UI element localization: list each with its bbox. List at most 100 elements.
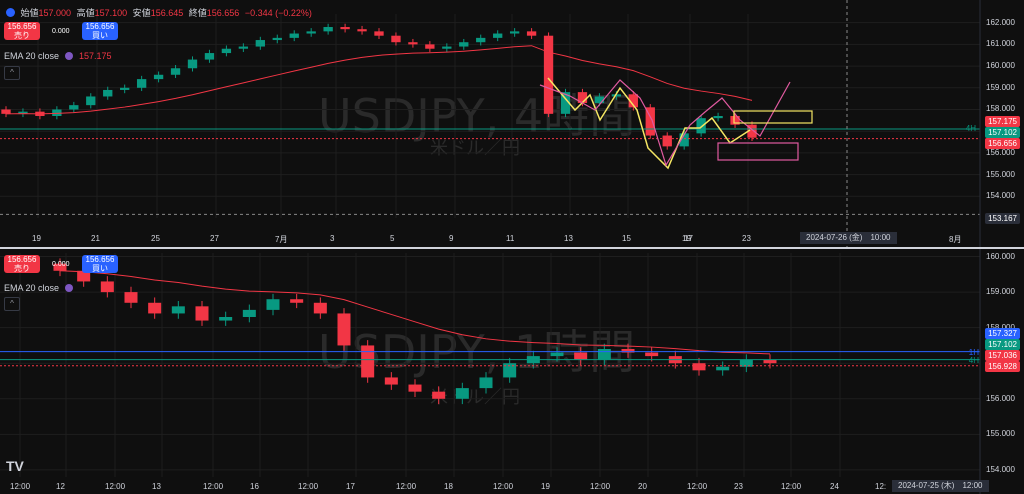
time-axis-label: 17 <box>346 482 355 491</box>
candle <box>408 38 418 48</box>
close-value: 156.656 <box>206 8 240 18</box>
price-axis-label: 160.000 <box>986 61 1015 71</box>
tradingview-logo[interactable]: TV <box>6 458 24 474</box>
sell-button[interactable]: 156.656 売り <box>4 255 40 273</box>
candle <box>550 347 564 362</box>
candle <box>255 36 265 50</box>
chart-pane-1h[interactable]: USDJPY, 1時間 米ドル／円 156.656 売り 0.000 156.65… <box>0 249 1024 494</box>
time-axis-label: 23 <box>742 234 751 243</box>
spread-value: 0.000 <box>52 261 70 268</box>
spread-value: 0.000 <box>52 28 70 35</box>
candle <box>391 32 401 46</box>
sell-button[interactable]: 156.656 売り <box>4 22 40 40</box>
timeframe-label: 4H <box>965 124 976 133</box>
candle <box>763 354 777 369</box>
candle <box>459 38 469 50</box>
candle <box>696 114 706 137</box>
time-axis-label: 12 <box>56 482 65 491</box>
zigzag-drawing-2[interactable] <box>539 79 791 167</box>
time-axis-label: 3 <box>330 234 335 243</box>
chart-pane-4h[interactable]: USDJPY, 4時間 米ドル／円 始値157.000 高値157.100 安値… <box>0 0 1024 248</box>
price-axis-label: 160.000 <box>986 251 1015 261</box>
candle <box>195 301 209 326</box>
watermark-description: 米ドル／円 <box>430 138 520 159</box>
candle <box>628 91 638 111</box>
candle <box>272 34 282 44</box>
candle <box>242 304 256 323</box>
time-axis-label: 18 <box>444 482 453 491</box>
candle <box>289 30 299 42</box>
candle <box>1 106 11 118</box>
timeframe-label-4h: 4H <box>968 356 979 365</box>
collapse-indicators-button[interactable]: ^ <box>4 297 20 311</box>
candle <box>543 32 554 118</box>
candle <box>170 65 181 79</box>
candle <box>713 112 723 122</box>
buy-button[interactable]: 156.656 買い <box>82 255 118 273</box>
candle <box>425 41 435 52</box>
time-axis-label: 12: <box>875 482 887 491</box>
timeframe-label-1h: 1H <box>968 348 979 357</box>
ohlc-legend: 始値157.000 高値157.100 安値156.645 終値156.656 … <box>6 6 312 19</box>
candle <box>739 354 753 373</box>
candle <box>747 121 757 141</box>
time-axis-label: 19 <box>682 234 691 243</box>
candle <box>560 88 571 118</box>
chart-canvas-4h[interactable] <box>0 0 1024 248</box>
time-axis-label: 13 <box>152 482 161 491</box>
price-axis-label: 154.000 <box>986 191 1015 201</box>
candle <box>476 34 486 46</box>
candle <box>18 108 28 118</box>
time-axis-label: 19 <box>32 234 41 243</box>
price-axis-label: 154.000 <box>986 464 1015 474</box>
price-axis-label: 162.000 <box>986 17 1015 27</box>
time-axis-label: 7月 <box>275 235 288 244</box>
candle <box>187 56 198 72</box>
candle <box>323 23 333 35</box>
candle <box>52 106 62 120</box>
time-axis-label: 12:00 <box>687 482 708 491</box>
candle <box>455 382 469 405</box>
settings-icon[interactable] <box>65 284 74 292</box>
candle <box>136 75 147 92</box>
time-axis-label: 5 <box>390 234 395 243</box>
time-axis-label: 12:00 <box>590 482 611 491</box>
candle <box>204 49 215 63</box>
candle <box>148 297 162 319</box>
collapse-indicators-button[interactable]: ^ <box>4 66 20 80</box>
time-axis-label: 12:00 <box>10 482 31 491</box>
collapse-legend-icon[interactable] <box>6 8 15 17</box>
candle <box>69 101 79 113</box>
open-value: 157.000 <box>38 8 72 18</box>
price-tag: 156.928 <box>985 361 1020 372</box>
candle <box>340 23 350 33</box>
candle <box>503 357 517 383</box>
time-axis-label: 13 <box>564 234 573 243</box>
time-axis-label: 21 <box>91 234 100 243</box>
candle <box>153 71 164 83</box>
buy-button[interactable]: 156.656 買い <box>82 22 118 40</box>
rectangle-drawing[interactable] <box>733 110 813 124</box>
zigzag-drawing[interactable] <box>547 77 751 170</box>
time-axis-label: 27 <box>210 234 219 243</box>
candle <box>266 293 280 316</box>
candle <box>692 357 706 376</box>
cursor-date-label: 2024-07-26 (金) 10:00 <box>800 232 897 244</box>
time-axis-label: 17 <box>684 234 693 243</box>
ema-legend[interactable]: EMA 20 close <box>4 283 74 293</box>
candle <box>100 276 114 298</box>
candle <box>221 45 232 57</box>
chart-canvas-1h[interactable] <box>0 249 1024 494</box>
candle <box>597 343 611 365</box>
price-tag: 157.327 <box>985 328 1020 339</box>
settings-icon[interactable] <box>65 52 74 60</box>
candle <box>337 308 351 351</box>
candle <box>124 286 138 309</box>
price-axis-label: 159.000 <box>986 82 1015 92</box>
pane-divider[interactable] <box>0 247 1024 249</box>
time-axis-label: 19 <box>541 482 550 491</box>
rectangle-drawing-2[interactable] <box>717 142 799 161</box>
ema-legend[interactable]: EMA 20 close 157.175 <box>4 51 112 61</box>
candle <box>509 28 520 37</box>
candle <box>361 340 375 383</box>
